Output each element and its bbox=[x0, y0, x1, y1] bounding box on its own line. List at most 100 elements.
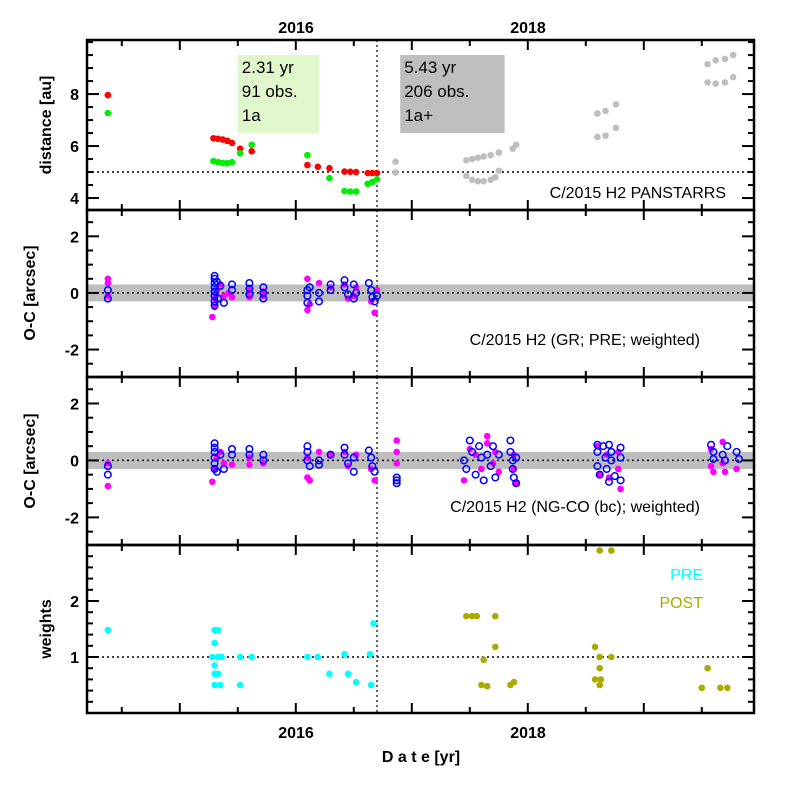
data-point-heliocentric-post bbox=[487, 151, 494, 159]
data-point-ra bbox=[721, 468, 729, 476]
data-point-dec bbox=[364, 278, 373, 288]
data-point-heliocentric-post bbox=[512, 141, 520, 149]
data-point-ra bbox=[220, 459, 228, 467]
data-point-ra bbox=[614, 465, 622, 473]
data-point-heliocentric-post bbox=[463, 157, 470, 164]
data-point-geocentric-post bbox=[712, 80, 720, 87]
data-point-heliocentric-post bbox=[594, 110, 601, 117]
data-point-ra bbox=[483, 440, 491, 447]
data-point-POST bbox=[463, 612, 470, 620]
data-point-ra bbox=[315, 448, 323, 456]
data-point-dec bbox=[259, 288, 268, 297]
data-point-dec bbox=[210, 459, 219, 468]
data-point-dec bbox=[512, 479, 521, 488]
data-point-dec bbox=[723, 442, 732, 451]
data-point-dec bbox=[259, 456, 268, 465]
data-point-ra bbox=[492, 448, 499, 456]
data-point-dec bbox=[245, 278, 254, 288]
data-point-dec bbox=[340, 283, 349, 292]
legend-pre: PRE bbox=[670, 567, 703, 584]
data-point-dec bbox=[486, 462, 495, 471]
data-point-POST bbox=[596, 547, 604, 554]
data-point-geocentric bbox=[341, 187, 348, 195]
data-point-ra bbox=[472, 451, 479, 459]
data-point-ra bbox=[213, 454, 221, 461]
data-point-dec bbox=[392, 476, 401, 485]
data-point-PRE bbox=[304, 653, 311, 661]
data-point-geocentric-post bbox=[594, 133, 601, 141]
data-point-dec bbox=[372, 291, 382, 300]
data-point-heliocentric bbox=[352, 168, 360, 176]
data-point-ra bbox=[617, 485, 624, 493]
data-point-dec bbox=[602, 464, 611, 474]
data-point-geocentric-post bbox=[392, 169, 399, 176]
data-point-dec bbox=[616, 453, 625, 462]
data-point-ra bbox=[596, 471, 604, 478]
data-point-dec bbox=[305, 283, 314, 292]
data-point-dec bbox=[392, 479, 401, 488]
data-point-dec bbox=[219, 298, 228, 307]
data-point-dec bbox=[349, 467, 358, 476]
data-point-geocentric bbox=[326, 174, 333, 182]
data-point-POST bbox=[468, 612, 476, 620]
data-point-dec bbox=[610, 472, 619, 481]
data-point-dec bbox=[483, 450, 492, 459]
data-point-geocentric-post bbox=[704, 79, 711, 86]
y-tick-label: 8 bbox=[70, 87, 79, 104]
data-point-dec bbox=[326, 450, 335, 459]
panel3-annotation: C/2015 H2 (NG-CO (bc); weighted) bbox=[450, 499, 700, 516]
data-point-dec bbox=[604, 440, 614, 449]
data-point-dec bbox=[720, 456, 730, 465]
data-point-dec bbox=[212, 467, 221, 476]
y-tick-label: 1 bbox=[70, 650, 79, 667]
data-point-dec bbox=[709, 454, 718, 464]
data-point-PRE bbox=[366, 650, 374, 658]
data-point-dec bbox=[732, 447, 741, 456]
data-point-ra bbox=[208, 313, 216, 321]
data-point-geocentric-post bbox=[468, 176, 476, 184]
data-point-heliocentric bbox=[304, 161, 311, 169]
panel-weights: 12 bbox=[70, 543, 756, 715]
data-point-POST bbox=[596, 681, 604, 689]
data-point-ra bbox=[512, 479, 520, 487]
data-point-POST bbox=[724, 684, 731, 692]
data-point-PRE bbox=[214, 670, 222, 678]
y-tick-label: 0 bbox=[70, 453, 79, 470]
y-tick-label: -2 bbox=[65, 510, 79, 527]
data-point-dec bbox=[303, 447, 312, 456]
data-point-geocentric bbox=[304, 151, 311, 159]
data-point-ra bbox=[373, 286, 381, 294]
data-point-ra bbox=[304, 306, 311, 314]
data-point-ra bbox=[327, 451, 334, 459]
bottom-x-tick-label-2018: 2018 bbox=[510, 725, 546, 742]
info-box-line: 91 obs. bbox=[242, 82, 298, 101]
data-point-dec bbox=[214, 294, 223, 303]
data-point-dec bbox=[314, 460, 324, 469]
data-point-PRE bbox=[314, 653, 322, 661]
data-point-dec bbox=[494, 450, 503, 459]
data-point-dec bbox=[314, 297, 324, 306]
data-point-POST bbox=[717, 684, 724, 692]
data-point-POST bbox=[698, 684, 706, 692]
data-point-PRE bbox=[236, 653, 244, 661]
y-axis-label-weights: weights bbox=[38, 599, 55, 660]
data-point-geocentric-post bbox=[602, 132, 609, 139]
data-point-dec bbox=[343, 459, 353, 468]
data-point-POST bbox=[492, 643, 499, 651]
y-tick-label: -2 bbox=[65, 343, 79, 360]
data-point-POST bbox=[591, 643, 599, 651]
uncertainty-band bbox=[87, 451, 754, 469]
data-point-dec bbox=[468, 447, 477, 456]
data-point-ra bbox=[104, 279, 112, 287]
data-point-dec bbox=[219, 464, 228, 474]
data-point-dec bbox=[462, 464, 471, 474]
data-point-PRE bbox=[217, 681, 224, 689]
data-point-dec bbox=[259, 450, 268, 459]
data-point-geocentric-post bbox=[480, 177, 488, 185]
data-point-ra bbox=[707, 462, 715, 470]
data-point-dec bbox=[303, 442, 312, 451]
data-point-POST bbox=[591, 676, 599, 683]
data-point-dec bbox=[352, 288, 361, 297]
data-point-POST bbox=[596, 653, 604, 661]
data-point-ra bbox=[315, 279, 323, 287]
